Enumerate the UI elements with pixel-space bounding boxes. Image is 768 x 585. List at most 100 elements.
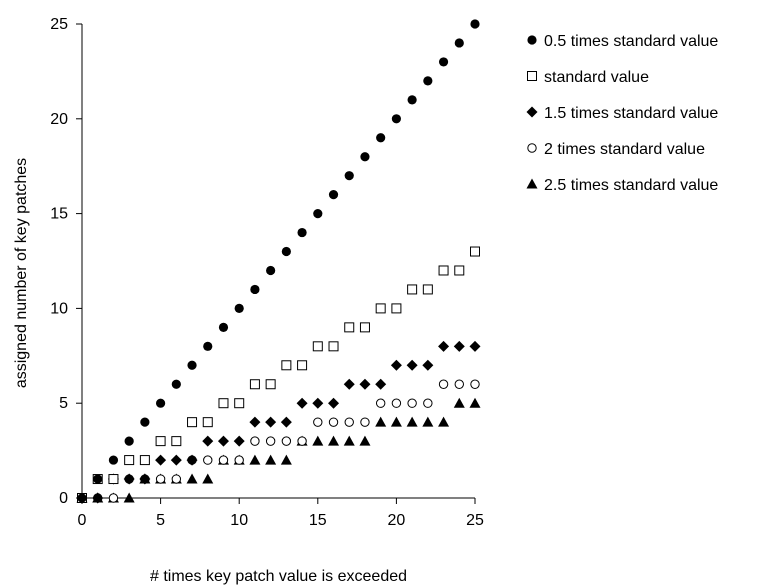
data-point [124, 455, 135, 466]
data-point [422, 284, 433, 295]
y-tick-label: 5 [59, 395, 68, 412]
data-point [312, 435, 324, 446]
data-point [376, 133, 386, 143]
y-tick-label: 25 [50, 16, 68, 33]
y-tick-label: 20 [50, 111, 68, 128]
data-point [186, 454, 198, 466]
legend-label: 2 times standard value [544, 141, 705, 158]
legend-marker [527, 71, 537, 81]
data-point [92, 492, 104, 504]
y-axis-title: assigned number of key patches [13, 158, 30, 388]
data-points [76, 19, 481, 504]
legend-item: 0.5 times standard value [527, 33, 718, 50]
y-tick-label: 10 [50, 300, 68, 317]
series-2 [77, 246, 480, 503]
data-point [265, 379, 276, 390]
data-point [328, 341, 339, 352]
legend-label: 1.5 times standard value [544, 105, 718, 122]
legend-label: standard value [544, 69, 649, 86]
data-point [265, 454, 277, 465]
data-point [470, 19, 480, 29]
data-point [406, 416, 418, 427]
data-point [422, 416, 434, 427]
data-point [123, 473, 135, 485]
y-tick-label: 15 [50, 206, 68, 223]
data-point [140, 417, 150, 427]
data-point [343, 435, 355, 446]
data-point [453, 397, 465, 408]
legend-item: standard value [527, 69, 649, 86]
data-point [280, 454, 292, 465]
data-point [203, 341, 213, 351]
data-point [171, 474, 182, 484]
data-point [375, 416, 387, 427]
x-tick-label: 5 [156, 512, 165, 529]
data-point [108, 474, 119, 485]
data-point [470, 246, 480, 257]
data-point [469, 397, 481, 408]
data-point [297, 360, 308, 371]
legend-marker [527, 143, 537, 153]
data-point [250, 284, 260, 295]
legend-item: 2.5 times standard value [526, 177, 718, 194]
data-point [438, 265, 449, 276]
data-point [155, 454, 167, 466]
data-point [390, 359, 402, 371]
data-point [250, 436, 260, 446]
data-point [344, 322, 355, 333]
x-tick-label: 25 [466, 512, 484, 529]
legend-marker [527, 35, 537, 45]
legend: 0.5 times standard value standard value 1.… [526, 33, 718, 194]
data-point [454, 38, 464, 48]
data-point [202, 417, 213, 428]
data-point [156, 398, 166, 408]
data-point [391, 303, 402, 314]
x-tick-label: 20 [388, 512, 406, 529]
data-point [155, 474, 166, 484]
data-point [77, 493, 87, 503]
data-point [217, 435, 229, 447]
data-point [313, 209, 323, 219]
data-point [155, 436, 166, 447]
x-axis-title: # times key patch value is exceeded [150, 568, 407, 585]
data-point [123, 492, 135, 503]
data-point [343, 378, 355, 390]
data-point [281, 436, 292, 446]
data-point [234, 398, 245, 409]
axes [81, 24, 475, 499]
data-point [344, 417, 354, 427]
data-point [170, 454, 182, 466]
legend-label: 2.5 times standard value [544, 177, 718, 194]
data-point [375, 303, 386, 314]
data-point [453, 340, 465, 352]
data-point [281, 246, 291, 257]
series-3 [76, 340, 481, 504]
data-point [328, 435, 340, 446]
data-point [187, 417, 198, 428]
data-point [375, 378, 387, 390]
data-point [359, 435, 371, 446]
data-point [281, 360, 292, 371]
data-point [438, 379, 449, 389]
data-point [218, 322, 229, 332]
data-point [438, 57, 449, 67]
data-point [407, 284, 418, 295]
data-point [249, 379, 260, 390]
data-point [139, 455, 150, 466]
data-point [93, 474, 103, 484]
data-point [360, 152, 370, 162]
data-point [280, 416, 292, 428]
data-point [171, 436, 182, 447]
data-point [187, 360, 197, 370]
data-point [202, 435, 214, 447]
x-tick-label: 10 [230, 512, 248, 529]
data-point [359, 322, 370, 333]
series-5 [76, 397, 481, 503]
data-point [203, 455, 213, 465]
legend-item: 1.5 times standard value [526, 105, 718, 122]
data-point [124, 436, 134, 446]
data-point [108, 493, 119, 503]
data-point [312, 397, 324, 409]
data-point [234, 455, 244, 465]
data-point [312, 341, 323, 352]
